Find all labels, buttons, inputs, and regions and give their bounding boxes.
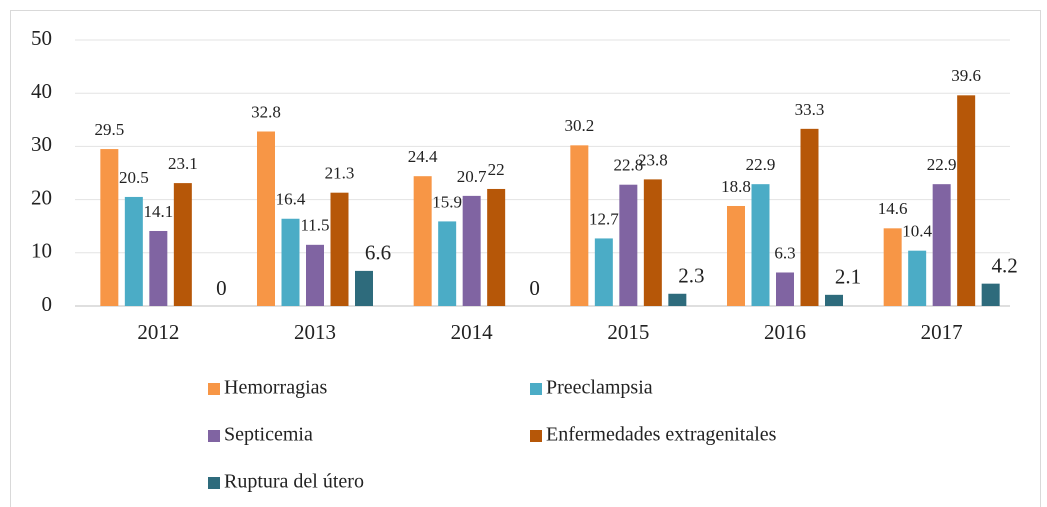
x-tick-label: 2016 — [764, 320, 806, 344]
value-label: 10.4 — [902, 222, 932, 241]
bar — [257, 131, 275, 306]
value-label: 14.1 — [143, 202, 173, 221]
value-label: 2.3 — [678, 264, 704, 288]
bar — [800, 128, 819, 306]
value-label: 22 — [488, 160, 505, 179]
bar — [124, 196, 143, 306]
bar — [825, 294, 843, 306]
value-label: 18.8 — [721, 177, 751, 196]
value-label: 20.7 — [457, 167, 487, 186]
value-label: 11.5 — [300, 216, 329, 235]
legend-label: Enfermedades extragenitales — [546, 424, 777, 446]
value-label: 4.2 — [992, 253, 1018, 277]
value-label: 22.8 — [613, 156, 643, 175]
value-label: 21.3 — [325, 164, 355, 183]
x-tick-label: 2012 — [137, 320, 179, 344]
bar — [776, 272, 794, 306]
bar — [330, 192, 349, 306]
bar — [883, 228, 902, 306]
value-label: 2.1 — [835, 265, 861, 289]
legend-swatch — [530, 383, 542, 395]
bar — [957, 95, 976, 306]
legend-swatch — [208, 383, 220, 395]
value-label: 6.3 — [774, 243, 795, 262]
value-label: 20.5 — [119, 168, 149, 187]
bar — [487, 188, 506, 306]
bar — [462, 195, 481, 306]
bar — [751, 184, 770, 306]
bar — [355, 270, 373, 306]
legend-swatch — [208, 430, 220, 442]
value-label: 32.8 — [251, 102, 281, 121]
y-tick-label: 0 — [42, 292, 53, 316]
bar — [413, 176, 432, 306]
bar — [727, 205, 745, 306]
chart-border — [10, 10, 1041, 507]
bar — [594, 238, 613, 306]
x-tick-label: 2017 — [921, 320, 963, 344]
bar — [619, 184, 638, 306]
bar — [306, 244, 324, 306]
y-tick-label: 10 — [31, 239, 52, 263]
value-label: 22.9 — [927, 155, 957, 174]
bar — [281, 218, 300, 306]
bar — [149, 230, 168, 306]
bar — [981, 283, 1000, 306]
value-label: 14.6 — [878, 199, 908, 218]
bar — [173, 183, 192, 306]
y-tick-label: 40 — [31, 79, 52, 103]
legend-label: Hemorragias — [224, 377, 328, 399]
y-tick-label: 20 — [31, 185, 52, 209]
value-label: 12.7 — [589, 209, 619, 228]
value-label: 30.2 — [564, 116, 594, 135]
x-tick-label: 2015 — [607, 320, 649, 344]
x-tick-label: 2013 — [294, 320, 336, 344]
value-label: 29.5 — [94, 120, 124, 139]
bar — [908, 250, 927, 306]
bar — [643, 179, 662, 306]
y-tick-label: 30 — [31, 132, 52, 156]
y-tick-label: 50 — [31, 26, 52, 50]
bar — [570, 145, 589, 306]
value-label: 39.6 — [951, 66, 981, 85]
x-tick-label: 2014 — [451, 320, 494, 344]
legend-label: Septicemia — [224, 424, 313, 446]
legend-label: Preeclampsia — [546, 377, 653, 399]
value-label: 16.4 — [276, 190, 306, 209]
bar — [100, 149, 119, 306]
value-label: 6.6 — [365, 241, 391, 265]
legend-swatch — [208, 477, 220, 489]
bar — [438, 221, 457, 306]
bar — [932, 184, 951, 306]
legend-swatch — [530, 430, 542, 442]
value-label: 0 — [216, 276, 227, 300]
value-label: 0 — [529, 276, 540, 300]
value-label: 22.9 — [746, 155, 776, 174]
value-label: 24.4 — [408, 147, 438, 166]
value-label: 15.9 — [432, 192, 462, 211]
value-label: 23.1 — [168, 154, 198, 173]
value-label: 23.8 — [638, 150, 668, 169]
bar — [668, 293, 687, 306]
value-label: 33.3 — [795, 100, 825, 119]
legend-label: Ruptura del útero — [224, 471, 364, 493]
